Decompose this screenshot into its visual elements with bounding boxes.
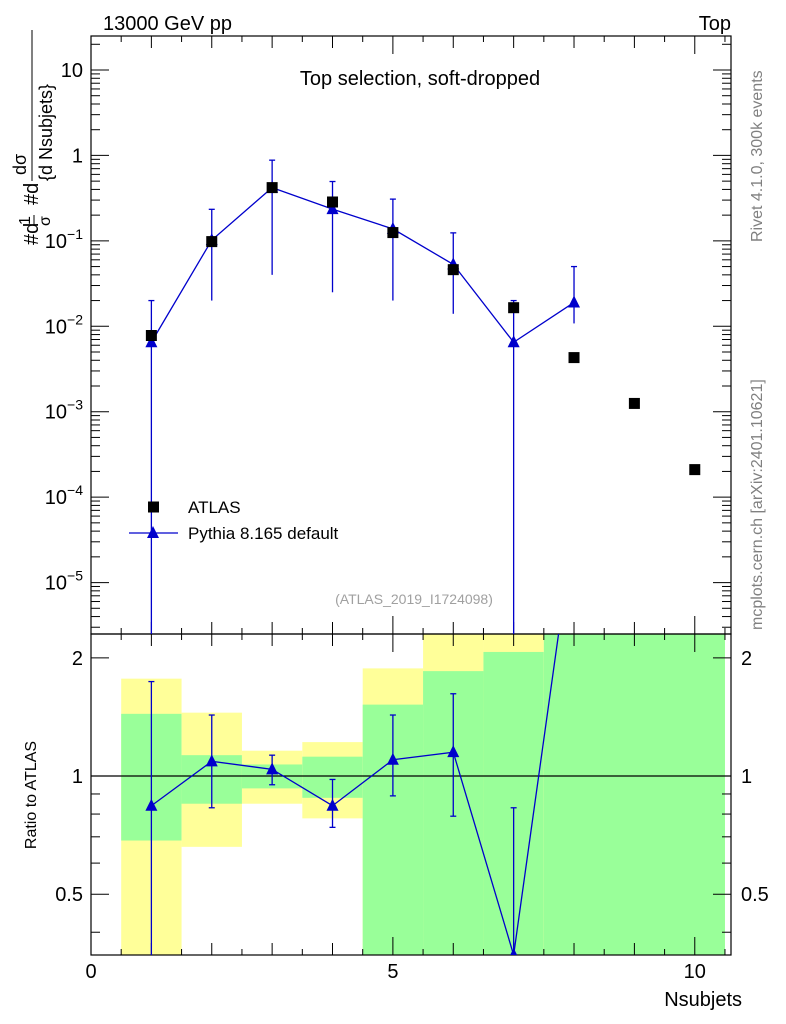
ratio-y-tick-label-right: 0.5 xyxy=(741,884,769,906)
ratio-series xyxy=(145,634,560,955)
mc-point xyxy=(326,202,339,215)
legend-marker-mc xyxy=(147,526,159,538)
ratio-point xyxy=(205,754,218,767)
data-point xyxy=(206,236,218,248)
ratio-point xyxy=(386,752,399,765)
mc-line xyxy=(150,186,575,344)
rivet-label: Rivet 4.1.0, 300k events xyxy=(749,70,766,242)
data-point xyxy=(689,464,701,476)
data-point xyxy=(145,329,157,341)
x-axis-label: Nsubjets xyxy=(664,989,742,1011)
data-point xyxy=(628,397,640,409)
x-tick-label: 10 xyxy=(684,961,706,983)
svg-text:{d Nsubjets}: {d Nsubjets} xyxy=(36,84,56,181)
main-title: Top selection, soft-dropped xyxy=(300,68,540,90)
main-y-tick-label: 10−4 xyxy=(45,482,83,509)
main-y-tick-label: 10−3 xyxy=(45,397,83,424)
main-y-tick-label: 1 xyxy=(72,145,83,167)
data-series xyxy=(145,182,701,476)
mc-series xyxy=(145,159,581,634)
ratio-point xyxy=(145,798,158,811)
data-point xyxy=(508,302,520,314)
main-y-tick-label: 10 xyxy=(61,60,83,82)
svg-text:#d: #d xyxy=(21,183,43,205)
mc-point xyxy=(145,335,158,348)
main-y-tick-label: 10−2 xyxy=(45,311,83,338)
legend-marker-data xyxy=(148,501,159,513)
svg-text:dσ: dσ xyxy=(10,154,30,175)
x-tick-label: 5 xyxy=(387,961,398,983)
mcplots-label: mcplots.cern.ch [arXiv:2401.10621] xyxy=(749,379,766,630)
main-y-tick-label: 10−5 xyxy=(45,568,83,595)
legend-label-mc: Pythia 8.165 default xyxy=(188,524,339,543)
data-point xyxy=(387,227,399,239)
data-point xyxy=(447,264,459,276)
ratio-point xyxy=(326,798,339,811)
legend-label-data: ATLAS xyxy=(188,498,241,517)
main-y-tick-label: 10−1 xyxy=(45,226,83,253)
mc-point xyxy=(568,295,581,308)
ratio-point xyxy=(510,948,518,955)
data-point xyxy=(327,196,339,208)
svg-text:1: 1 xyxy=(17,216,34,225)
ratio-point xyxy=(266,762,279,775)
ratio-line xyxy=(150,634,560,955)
ratio-y-tick-label: 0.5 xyxy=(55,884,83,906)
ratio-y-tick-label: 2 xyxy=(72,648,83,670)
data-point xyxy=(266,182,278,194)
svg-text:σ: σ xyxy=(37,216,54,226)
ratio-frame xyxy=(90,633,732,956)
main-y-axis-label-text: #d xyxy=(21,223,43,245)
header-right: Top xyxy=(699,13,731,35)
ratio-point xyxy=(447,745,460,758)
data-point xyxy=(568,352,580,364)
x-tick-label: 0 xyxy=(85,961,96,983)
analysis-tag: (ATLAS_2019_I1724098) xyxy=(335,591,493,607)
main-y-axis-label: #d 1 σ #d dσ {d Nsubjets} xyxy=(10,30,56,245)
ratio-y-axis-label: Ratio to ATLAS xyxy=(23,741,40,849)
ratio-y-tick-label-right: 2 xyxy=(741,648,752,670)
header-left: 13000 GeV pp xyxy=(103,13,232,35)
legend: ATLAS Pythia 8.165 default xyxy=(129,498,339,543)
band-inner-7 xyxy=(543,634,725,955)
ratio-y-tick-label-right: 1 xyxy=(741,766,752,788)
mc-point xyxy=(507,335,520,348)
chart-marks: 10−5 10−4 10−3 10−2 10−1 1 10 0 5 10 0.5 0.5 1 1 2 2 ATL… xyxy=(45,35,769,983)
ratio-y-tick-label: 1 xyxy=(72,766,83,788)
main-frame xyxy=(90,35,732,635)
